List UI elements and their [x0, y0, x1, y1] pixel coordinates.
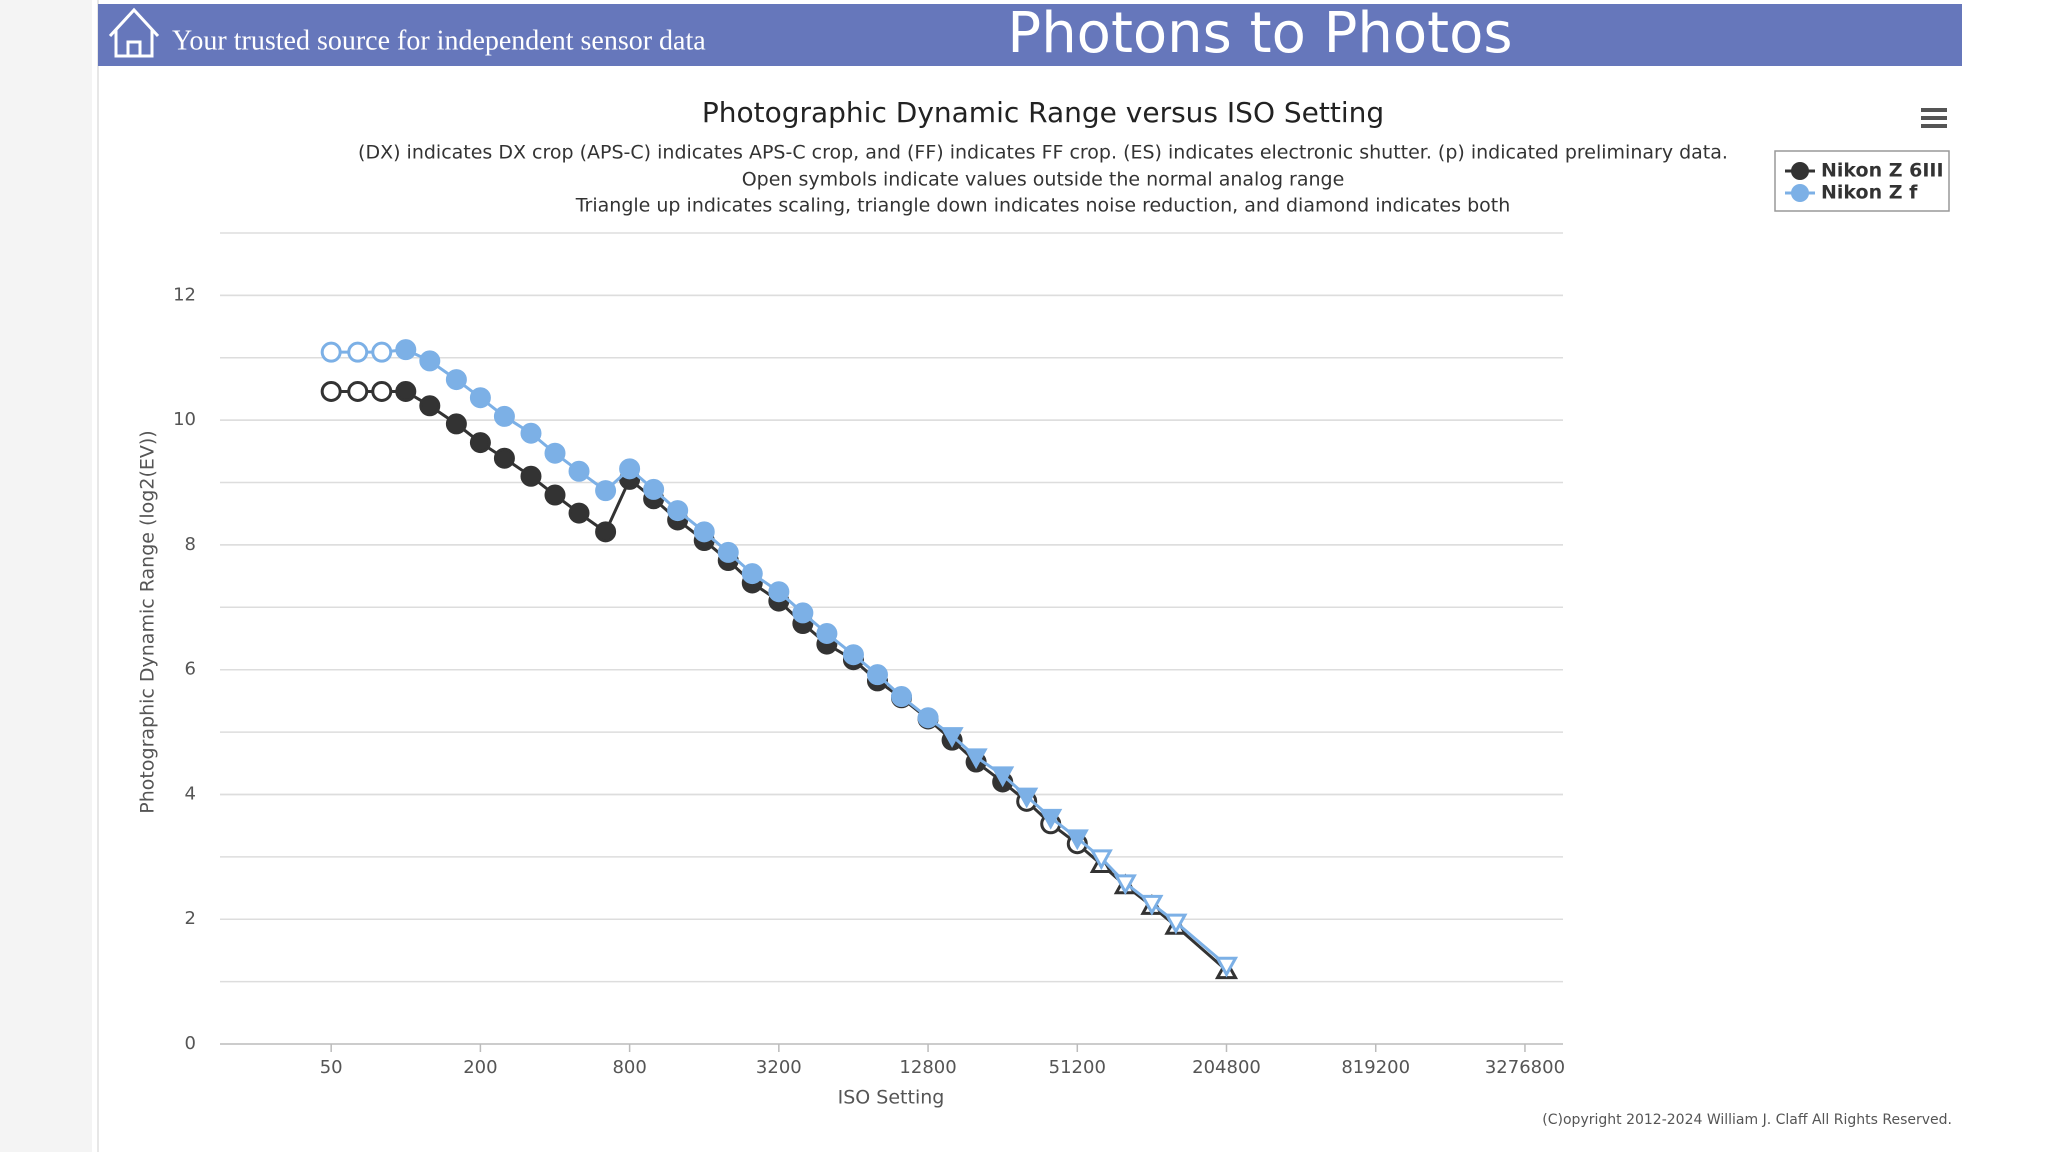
- x-tick-label: 51200: [1049, 1057, 1106, 1078]
- legend-box: [1774, 150, 1950, 212]
- data-point: [816, 623, 838, 645]
- data-point: [890, 686, 912, 708]
- data-point: [568, 502, 590, 524]
- y-axis-title: Photographic Dynamic Range (log2(EV)): [137, 430, 159, 813]
- y-tick-label: 4: [185, 783, 196, 804]
- data-point: [693, 521, 715, 543]
- data-point: [1113, 874, 1137, 896]
- chart-subtitle: Triangle up indicates scaling, triangle …: [575, 195, 1511, 217]
- chart-subtitle: Open symbols indicate values outside the…: [742, 169, 1345, 191]
- header-bar: [98, 4, 1962, 66]
- home-icon[interactable]: [108, 7, 160, 58]
- data-point: [520, 465, 542, 487]
- x-tick-label: 819200: [1341, 1057, 1410, 1078]
- x-tick-label: 800: [612, 1057, 646, 1078]
- copyright: (C)opyright 2012-2024 William J. Claff A…: [1542, 1112, 1952, 1128]
- y-tick-label: 6: [185, 659, 196, 680]
- data-point: [1065, 829, 1089, 851]
- data-point: [520, 422, 542, 444]
- data-point: [964, 748, 988, 770]
- data-point: [595, 521, 617, 543]
- data-point: [741, 563, 763, 585]
- data-point: [1214, 956, 1239, 978]
- data-point: [917, 707, 939, 729]
- data-point: [469, 432, 491, 454]
- x-tick-label: 12800: [899, 1057, 956, 1078]
- data-point: [371, 380, 393, 402]
- data-point: [792, 602, 814, 624]
- data-point: [1164, 913, 1188, 935]
- x-axis-title: ISO Setting: [838, 1087, 945, 1109]
- legend-symbol: [1791, 184, 1809, 202]
- x-tick-label: 200: [463, 1057, 497, 1078]
- data-point: [371, 341, 393, 363]
- tagline: Your trusted source for independent sens…: [172, 25, 706, 56]
- data-point: [469, 387, 491, 409]
- x-tick-label: 204800: [1192, 1057, 1261, 1078]
- data-point: [1015, 787, 1039, 809]
- data-point: [445, 413, 467, 435]
- legend-symbol: [1791, 162, 1809, 180]
- data-point: [667, 500, 689, 522]
- y-tick-label: 2: [185, 908, 196, 929]
- data-point: [395, 380, 417, 402]
- data-point: [544, 484, 566, 506]
- data-point: [320, 341, 342, 363]
- y-tick-label: 8: [185, 534, 196, 555]
- legend-label[interactable]: Nikon Z 6III: [1821, 160, 1944, 182]
- data-point: [347, 341, 369, 363]
- data-point: [493, 447, 515, 469]
- chart-subtitle: (DX) indicates DX crop (APS-C) indicates…: [358, 142, 1728, 164]
- data-point: [940, 727, 964, 748]
- data-point: [544, 442, 566, 464]
- data-point: [419, 395, 441, 417]
- data-point: [1039, 808, 1063, 830]
- data-point: [1089, 849, 1113, 871]
- series-line: [331, 348, 1228, 967]
- data-point: [768, 581, 790, 603]
- data-point: [842, 644, 864, 666]
- brand: Photons to Photos: [1007, 1, 1512, 66]
- data-point: [445, 369, 467, 391]
- data-point: [1140, 894, 1164, 916]
- data-point: [347, 380, 369, 402]
- data-point: [419, 350, 441, 372]
- y-tick-label: 10: [173, 409, 196, 430]
- data-point: [991, 766, 1015, 788]
- chart-title: Photographic Dynamic Range versus ISO Se…: [702, 96, 1384, 129]
- data-point: [568, 460, 590, 482]
- x-tick-label: 3276800: [1485, 1057, 1565, 1078]
- data-point: [395, 339, 417, 361]
- data-point: [595, 480, 617, 502]
- data-point: [866, 664, 888, 686]
- y-tick-label: 0: [185, 1033, 196, 1054]
- data-point: [320, 380, 342, 402]
- series-line: [331, 389, 1228, 972]
- side-margin: [0, 0, 92, 1152]
- data-point: [493, 405, 515, 427]
- data-point: [643, 478, 665, 500]
- legend-label[interactable]: Nikon Z f: [1821, 182, 1918, 204]
- data-point: [619, 458, 641, 480]
- x-tick-label: 50: [320, 1057, 343, 1078]
- menu-button[interactable]: [1921, 108, 1947, 128]
- data-point: [717, 541, 739, 563]
- y-tick-label: 12: [173, 284, 196, 305]
- x-tick-label: 3200: [756, 1057, 802, 1078]
